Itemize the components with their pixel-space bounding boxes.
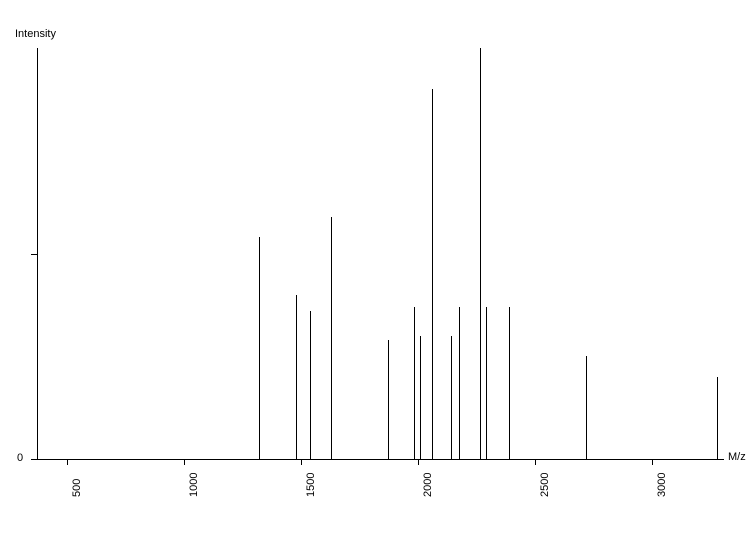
spectrum-peak (486, 307, 487, 459)
spectrum-peak (509, 307, 510, 459)
spectrum-peak (586, 356, 587, 459)
spectrum-peak (388, 340, 389, 459)
x-tick (67, 459, 68, 465)
y-tick-label: 0 (17, 452, 23, 464)
spectrum-peak (259, 237, 260, 459)
x-tick-label: 2000 (422, 473, 434, 497)
y-axis-line (37, 48, 38, 459)
x-tick-label: 1500 (305, 473, 317, 497)
x-tick (301, 459, 302, 465)
y-tick (31, 254, 37, 255)
spectrum-peak (296, 295, 297, 459)
spectrum-peak (331, 217, 332, 459)
y-axis-label: Intensity (15, 28, 56, 40)
spectrum-peak (310, 311, 311, 459)
spectrum-peak (432, 89, 433, 459)
spectrum-peak (480, 48, 481, 459)
spectrum-peak (414, 307, 415, 459)
spectrum-peak (459, 307, 460, 459)
x-tick-label: 3000 (656, 473, 668, 497)
spectrum-peak (451, 336, 452, 459)
y-tick (31, 459, 37, 460)
x-tick-label: 500 (71, 479, 83, 497)
x-tick (418, 459, 419, 465)
spectrum-peak (717, 377, 718, 459)
x-axis-label: M/z (728, 451, 746, 463)
spectrum-chart: Intensity M/z 500 1000 1500 2000 2500 3000 0 (0, 0, 750, 540)
x-axis-line (37, 459, 724, 460)
spectrum-peak (420, 336, 421, 459)
x-tick (652, 459, 653, 465)
x-tick (535, 459, 536, 465)
x-tick-label: 2500 (539, 473, 551, 497)
x-tick (184, 459, 185, 465)
x-tick-label: 1000 (188, 473, 200, 497)
